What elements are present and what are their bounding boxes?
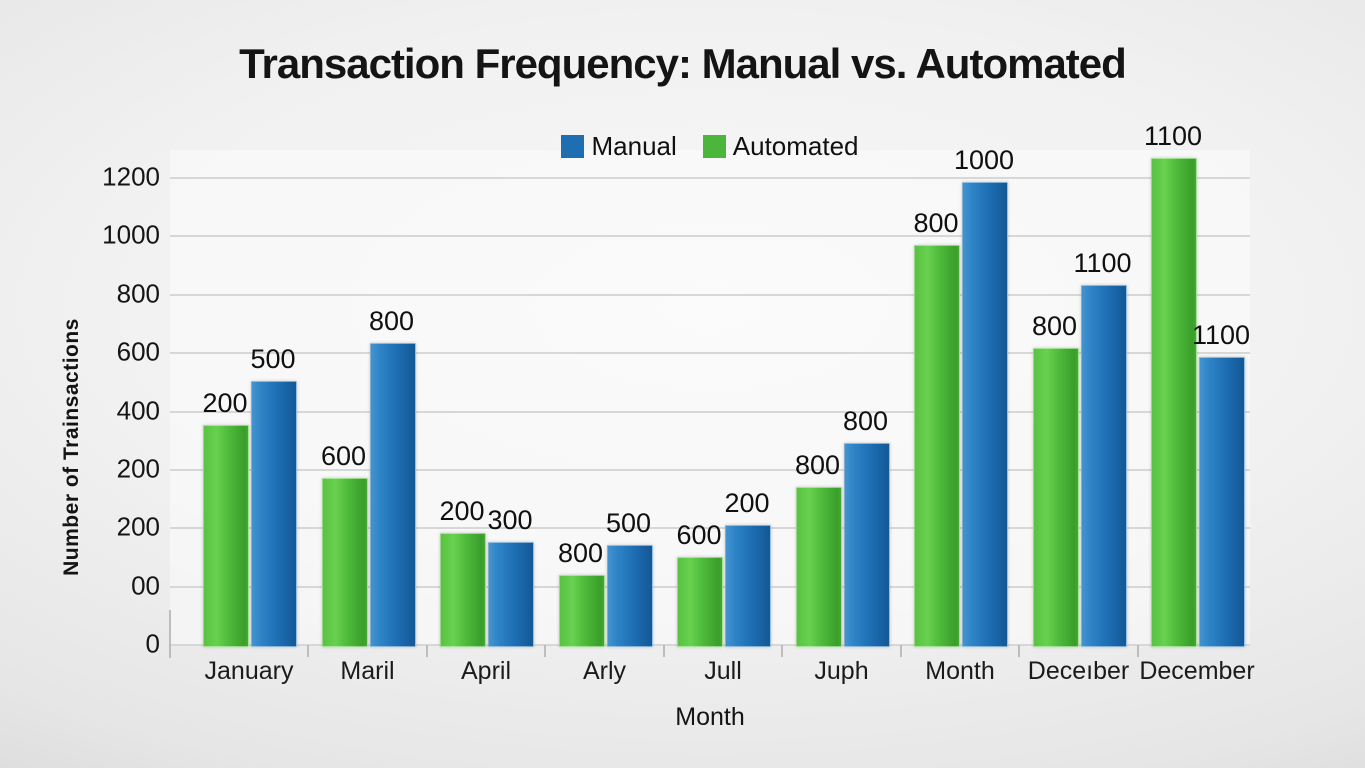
x-category-label: December [1139,657,1255,685]
x-category-label: Maril [340,657,395,685]
legend-item-manual: Manual [561,131,677,162]
gridline [170,352,1250,355]
x-category-label: Juph [814,657,869,685]
bar-value-label: 200 [724,488,770,518]
bar-value-label: 1100 [1191,320,1251,350]
bar-value-label: 500 [605,508,652,538]
bar-automated [1151,158,1197,647]
bar-automated [203,425,249,647]
x-axis-tick [1136,645,1139,657]
y-tick-label: 1000 [102,219,160,250]
gridline [170,468,1250,471]
bar-value-label: 200 [439,496,485,526]
x-category-label: April [460,657,511,685]
bar-value-label: 500 [250,344,296,374]
x-axis-tick [307,645,310,657]
bar-value-label: 1100 [1143,121,1203,151]
bar-manual [251,381,297,647]
x-category-label: Arly [582,657,627,685]
bar-manual [725,525,771,647]
gridline [170,527,1250,530]
y-tick-label: 200 [116,511,160,542]
bar-manual [488,542,534,647]
bar-value-label: 800 [368,306,415,336]
bar-manual [606,545,653,647]
x-axis-tick [899,645,902,657]
x-category-label: Deceıber [1027,657,1130,685]
gridline [170,410,1250,413]
bar-value-label: 800 [913,208,959,238]
bar-manual [843,443,890,647]
y-tick-label: 1200 [102,161,160,192]
bar-value-label: 800 [1031,311,1078,341]
bar-value-label: 800 [557,538,604,568]
chart-title: Transaction Frequency: Manual vs. Automa… [239,40,1127,87]
bar-value-label: 1100 [1073,248,1132,278]
bar-automated [795,487,842,647]
bar-value-label: 200 [202,388,248,418]
legend-label-manual: Manual [591,131,677,161]
bar-automated [558,575,605,647]
bar-value-label: 800 [842,406,889,436]
y-tick-label: 800 [116,278,160,309]
bar-manual [962,182,1008,647]
bar-automated [914,245,960,647]
bar-value-label: 600 [676,520,722,550]
bar-value-label: 300 [487,505,533,535]
gridline [170,293,1250,296]
bar-automated [677,557,723,647]
x-category-label: January [204,657,294,685]
gridline [170,235,1250,238]
bar-manual [1199,357,1245,647]
legend-label-automated: Automated [732,131,859,161]
y-tick-label: 600 [116,336,160,367]
x-category-label: Month [925,657,995,685]
y-tick-label: 0 [145,628,160,659]
y-axis-line [169,610,171,658]
y-axis-title: Number of Trainsactions [60,318,83,576]
x-category-label: Jull [704,657,742,685]
y-tick-label: 00 [131,569,160,600]
legend-item-automated: Automated [702,131,859,162]
gridline [170,177,1250,179]
bar-value-label: 800 [794,450,841,480]
bar-automated [1032,348,1079,647]
y-tick-label: 200 [116,453,160,484]
bar-value-label: 1000 [953,145,1015,175]
x-axis-tick [544,645,547,657]
automated-swatch-icon [702,135,726,158]
x-axis-title: Month [675,703,745,731]
bar-manual [1080,285,1127,647]
x-axis-tick [781,645,784,657]
bar-automated [440,533,486,647]
manual-swatch-icon [561,135,585,158]
x-axis-tick [425,645,428,657]
x-axis-tick [662,645,665,657]
legend: Manual Automated [170,131,1250,162]
y-tick-label: 400 [116,394,160,425]
bar-automated [321,478,368,647]
x-axis-tick [1018,645,1021,657]
bar-manual [369,343,416,647]
bar-value-label: 600 [320,441,367,471]
